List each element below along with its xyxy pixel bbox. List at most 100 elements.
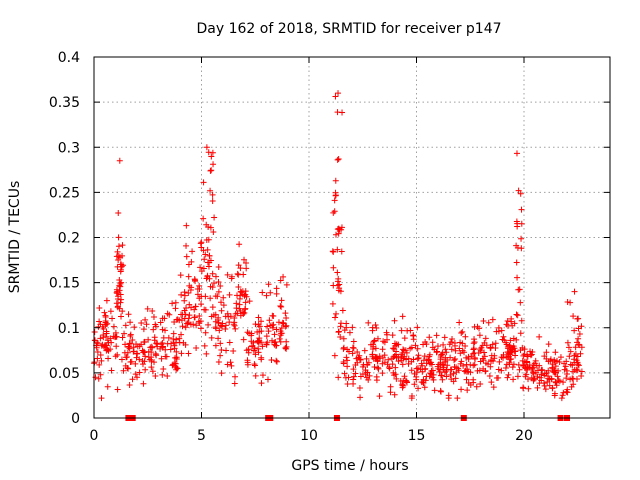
data-point bbox=[255, 314, 262, 321]
data-point bbox=[570, 375, 577, 382]
data-point bbox=[237, 292, 244, 299]
data-point bbox=[134, 374, 141, 381]
data-point bbox=[103, 342, 110, 349]
data-point bbox=[172, 360, 179, 367]
data-point bbox=[132, 371, 139, 378]
data-point bbox=[459, 328, 466, 335]
data-point bbox=[470, 379, 477, 386]
data-point bbox=[373, 355, 380, 362]
data-point bbox=[374, 358, 381, 365]
data-point-peak bbox=[103, 297, 110, 304]
data-point bbox=[575, 335, 582, 342]
data-point bbox=[337, 288, 344, 295]
data-point bbox=[518, 245, 525, 252]
data-point bbox=[174, 365, 181, 372]
data-point bbox=[186, 282, 193, 289]
data-point bbox=[122, 322, 129, 329]
data-point bbox=[100, 332, 107, 339]
data-point bbox=[192, 278, 199, 285]
data-point bbox=[239, 291, 246, 298]
data-point bbox=[277, 338, 284, 345]
data-point bbox=[379, 370, 386, 377]
data-point bbox=[159, 326, 166, 333]
data-point bbox=[400, 382, 407, 389]
data-point bbox=[349, 350, 356, 357]
data-point bbox=[440, 362, 447, 369]
data-point bbox=[143, 321, 150, 328]
data-point bbox=[452, 347, 459, 354]
data-point bbox=[350, 373, 357, 380]
data-point bbox=[203, 221, 210, 228]
data-point bbox=[414, 355, 421, 362]
data-point bbox=[331, 352, 338, 359]
data-point bbox=[183, 222, 190, 229]
data-point bbox=[500, 333, 507, 340]
data-point bbox=[525, 376, 532, 383]
data-point bbox=[265, 281, 272, 288]
data-point bbox=[525, 385, 532, 392]
data-point bbox=[370, 338, 377, 345]
data-point bbox=[483, 342, 490, 349]
data-point bbox=[243, 265, 250, 272]
data-point bbox=[94, 349, 101, 356]
data-point bbox=[129, 336, 136, 343]
data-point bbox=[443, 373, 450, 380]
data-point bbox=[103, 328, 110, 335]
data-point bbox=[461, 349, 468, 356]
data-point bbox=[265, 328, 272, 335]
data-point bbox=[119, 308, 126, 315]
data-point bbox=[431, 387, 438, 394]
data-point bbox=[193, 344, 200, 351]
data-point bbox=[217, 352, 224, 359]
data-point bbox=[513, 150, 520, 157]
data-point bbox=[492, 344, 499, 351]
x-tick-label: 20 bbox=[515, 428, 533, 444]
data-point bbox=[222, 322, 229, 329]
data-point bbox=[97, 371, 104, 378]
data-point bbox=[429, 367, 436, 374]
data-point bbox=[349, 324, 356, 331]
data-point bbox=[212, 325, 219, 332]
data-point bbox=[575, 341, 582, 348]
data-point bbox=[540, 380, 547, 387]
data-point bbox=[204, 272, 211, 279]
y-axis-label: SRMTID / TECUs bbox=[7, 181, 23, 294]
data-point bbox=[511, 320, 518, 327]
data-point bbox=[97, 352, 104, 359]
data-point bbox=[95, 323, 102, 330]
data-point bbox=[495, 366, 502, 373]
data-point bbox=[429, 339, 436, 346]
data-point bbox=[385, 356, 392, 363]
data-point bbox=[390, 345, 397, 352]
data-point bbox=[117, 254, 124, 261]
data-point bbox=[536, 333, 543, 340]
data-point-peak bbox=[203, 144, 210, 151]
data-point bbox=[119, 334, 126, 341]
data-point bbox=[275, 319, 282, 326]
data-point bbox=[423, 373, 430, 380]
data-point bbox=[278, 325, 285, 332]
data-point bbox=[114, 248, 121, 255]
data-point bbox=[491, 355, 498, 362]
data-point bbox=[538, 366, 545, 373]
data-point bbox=[379, 354, 386, 361]
data-point bbox=[404, 379, 411, 386]
data-point bbox=[536, 374, 543, 381]
data-point bbox=[198, 301, 205, 308]
data-point bbox=[198, 268, 205, 275]
data-point bbox=[173, 348, 180, 355]
data-point bbox=[471, 361, 478, 368]
data-point bbox=[283, 343, 290, 350]
data-point bbox=[421, 384, 428, 391]
data-point bbox=[108, 367, 115, 374]
data-point bbox=[246, 330, 253, 337]
data-point bbox=[276, 335, 283, 342]
data-point bbox=[519, 357, 526, 364]
data-point bbox=[267, 289, 274, 296]
data-point bbox=[493, 328, 500, 335]
data-point bbox=[215, 288, 222, 295]
data-point bbox=[118, 356, 125, 363]
data-point bbox=[169, 362, 176, 369]
data-point bbox=[196, 313, 203, 320]
data-point bbox=[282, 345, 289, 352]
